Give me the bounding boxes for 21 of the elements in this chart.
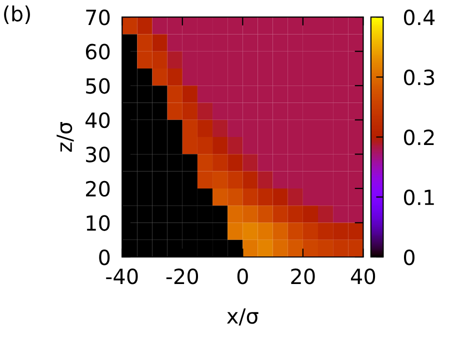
color-bar-label: 0.3 [404,70,434,86]
y-tick-label: 30 [86,146,110,162]
color-bar-label: 0.1 [404,189,434,206]
color-bar-label: 0 [404,249,414,266]
y-tick-label: 20 [86,180,110,197]
y-tick-label: 40 [86,112,110,128]
x-tick-label: 40 [350,268,376,284]
y-axis-title: z/σ [56,122,74,152]
x-tick-label: -40 [106,268,138,284]
x-tick-label: -20 [166,268,198,284]
text: (b) [4,5,30,24]
y-tick-label: 0 [99,249,110,266]
x-axis-title: x/σ [226,308,258,326]
y-tick-label: 10 [86,215,110,231]
y-tick-label: 50 [86,78,110,94]
y-tick-label: 70 [86,10,110,26]
x-tick-label: 0 [237,268,248,284]
color-bar-label: 0.2 [404,129,434,146]
x-tick-label: 20 [291,268,315,284]
color-bar-label: 0.4 [404,10,435,26]
y-tick-label: 60 [86,44,110,60]
